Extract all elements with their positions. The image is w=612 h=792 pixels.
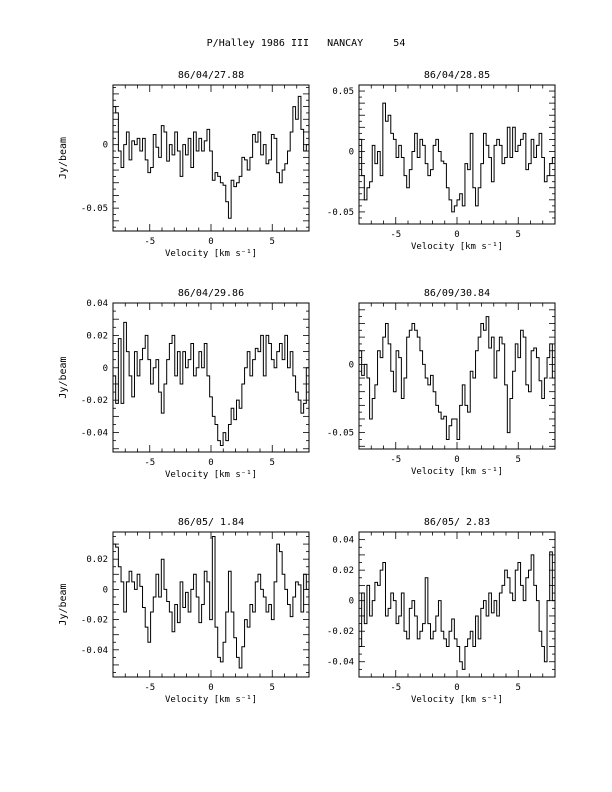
y-tick-label: 0.05 [332,87,354,97]
spectrum-series-line [359,551,555,670]
x-tick-label: 0 [454,683,459,693]
y-tick-label: 0 [103,141,108,151]
x-tick-label: 5 [516,230,521,240]
y-tick-label: 0.02 [332,566,354,576]
x-tick-label: -5 [144,683,155,693]
y-tick-label: -0.02 [81,396,108,406]
x-tick-label: 5 [516,455,521,465]
spectrum-panel-4: -5 0 5 0 -0.05 86/09/30.84 Velocity [km s⁻¹] [327,288,556,477]
x-tick-label: 0 [208,458,213,468]
spectrum-series-line [359,316,555,440]
y-tick-label: 0 [349,597,354,607]
y-axis-label: Jy/beam [58,583,69,625]
x-tick-label: 0 [208,683,213,693]
x-axis-label: Velocity [km s⁻¹] [165,470,257,480]
y-tick-label: -0.04 [81,429,108,439]
y-tick-label: 0 [349,360,354,370]
spectrum-panel-2: -5 0 5 0.05 0 -0.05 86/04/28.85 Velocity [km s⁻… [327,70,556,252]
y-tick-label: 0.02 [86,555,108,565]
spectrum-panel-1: -5 0 5 0 -0.05 86/04/27.88 Velocity [km s⁻¹] Jy… [58,70,310,259]
y-axis-label: Jy/beam [58,137,69,179]
x-tick-label: 0 [454,230,459,240]
x-tick-label: 5 [270,458,275,468]
spectrum-series-line [113,536,309,669]
y-tick-label: -0.02 [327,627,354,637]
spectrum-series-line [113,321,309,447]
x-tick-label: 5 [270,237,275,247]
x-axis-label: Velocity [km s⁻¹] [165,249,257,259]
y-tick-label: -0.04 [81,646,108,656]
x-axis-label: Velocity [km s⁻¹] [411,242,503,252]
x-tick-label: 5 [516,683,521,693]
x-tick-label: -5 [390,683,401,693]
y-tick-label: 0 [103,364,108,374]
x-axis-label: Velocity [km s⁻¹] [165,695,257,705]
x-tick-label: 5 [270,683,275,693]
spectrum-series-line [359,102,555,213]
y-tick-label: -0.05 [81,204,108,214]
spectrum-panel-3: -5 0 5 0.04 0.02 0 -0.02 -0.04 86/04/29.86 Veloci… [58,288,310,480]
panel-title: 86/09/30.84 [424,288,490,299]
x-axis-label: Velocity [km s⁻¹] [411,467,503,477]
panel-title: 86/04/29.86 [178,288,244,299]
panel-title: 86/05/ 1.84 [178,517,244,528]
y-tick-label: 0 [103,585,108,595]
panel-title: 86/05/ 2.83 [424,517,490,528]
x-tick-label: -5 [390,230,401,240]
y-tick-label: 0 [349,147,354,157]
panel-title: 86/04/28.85 [424,70,490,81]
spectrum-panel-5: -5 0 5 0.02 0 -0.02 -0.04 86/05/ 1.84 Velocity [… [58,517,310,705]
plot-frame [112,302,310,453]
x-tick-label: -5 [144,458,155,468]
panel-title: 86/04/27.88 [178,70,244,81]
x-tick-label: -5 [144,237,155,247]
y-axis-label: Jy/beam [58,356,69,398]
y-tick-label: -0.04 [327,658,354,668]
y-tick-label: 0.02 [86,331,108,341]
x-tick-label: 0 [454,455,459,465]
y-tick-label: -0.05 [327,429,354,439]
x-tick-label: -5 [390,455,401,465]
spectrum-series-line [113,95,309,219]
page-title: P/Halley 1986 III NANCAY 54 [206,38,406,49]
y-tick-label: 0.04 [86,299,108,309]
plot-frame [358,531,556,678]
x-axis-label: Velocity [km s⁻¹] [411,695,503,705]
y-tick-label: 0.04 [332,536,354,546]
plot-frame [112,84,310,232]
spectrum-panel-6: -5 0 5 0.04 0.02 0 -0.02 -0.04 86/05/ 2.83 Veloci… [327,517,556,705]
x-tick-label: 0 [208,237,213,247]
y-tick-label: -0.02 [81,616,108,626]
y-tick-label: -0.05 [327,208,354,218]
